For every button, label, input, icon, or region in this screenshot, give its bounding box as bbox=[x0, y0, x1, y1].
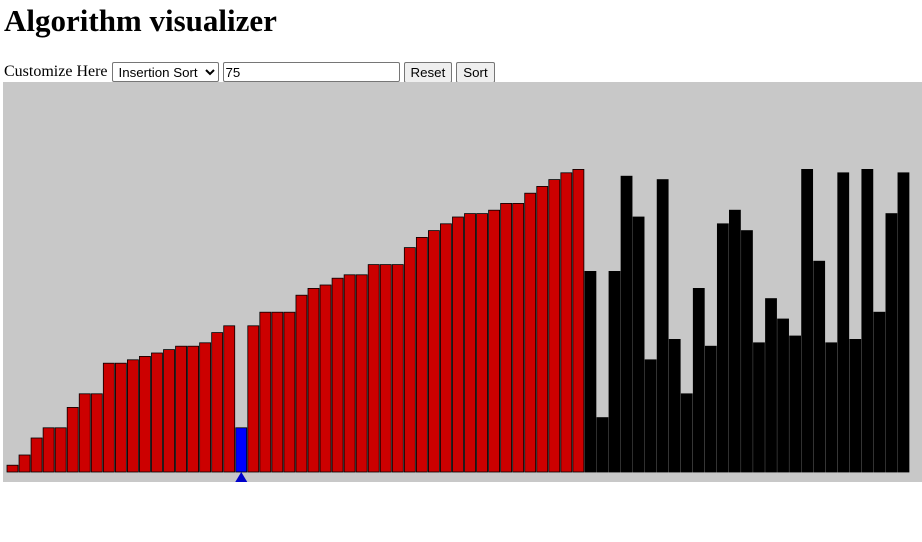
array-bar bbox=[139, 355, 151, 473]
array-bar bbox=[584, 270, 597, 473]
array-bar bbox=[512, 203, 525, 473]
reset-button[interactable]: Reset bbox=[403, 61, 453, 83]
array-bar bbox=[777, 318, 789, 473]
array-bar bbox=[680, 393, 693, 473]
array-bar bbox=[175, 345, 187, 473]
array-bar bbox=[620, 175, 633, 473]
array-bar bbox=[319, 284, 332, 473]
array-bar bbox=[343, 274, 356, 473]
array-bar bbox=[488, 209, 501, 473]
sort-button[interactable]: Sort bbox=[456, 61, 495, 83]
array-bar bbox=[247, 325, 260, 473]
array-bar bbox=[295, 294, 308, 473]
pointer-marker bbox=[235, 472, 248, 482]
array-bar bbox=[283, 311, 296, 473]
array-bar bbox=[861, 169, 874, 473]
array-bar bbox=[271, 311, 284, 473]
array-bar bbox=[127, 359, 139, 473]
array-bar bbox=[66, 406, 79, 473]
array-bar bbox=[187, 345, 200, 473]
array-bar bbox=[668, 338, 681, 473]
array-bar bbox=[355, 274, 368, 473]
array-bar bbox=[199, 342, 212, 473]
customize-label: Customize Here bbox=[4, 63, 108, 80]
array-bar bbox=[524, 192, 537, 473]
array-bar bbox=[885, 213, 898, 473]
array-bar bbox=[78, 393, 91, 473]
array-bar bbox=[596, 417, 609, 473]
array-bar bbox=[331, 277, 344, 473]
array-size-input[interactable] bbox=[222, 62, 400, 82]
array-bar bbox=[825, 342, 838, 473]
array-bar bbox=[849, 338, 862, 473]
array-bar bbox=[873, 311, 886, 473]
array-bar bbox=[608, 270, 621, 473]
array-bar bbox=[729, 209, 741, 473]
array-bar bbox=[765, 298, 777, 473]
controls-bar: Customize Here Insertion Sort Reset Sort bbox=[4, 61, 499, 83]
array-bar bbox=[476, 213, 488, 473]
array-bar bbox=[30, 437, 43, 473]
array-bar bbox=[464, 213, 476, 473]
array-bar bbox=[235, 427, 248, 473]
array-bar bbox=[741, 230, 753, 473]
array-bar bbox=[403, 247, 416, 473]
array-bar bbox=[560, 172, 573, 473]
array-bar bbox=[789, 335, 801, 473]
array-bar bbox=[42, 427, 55, 473]
array-bar bbox=[151, 352, 163, 473]
array-bar bbox=[644, 359, 657, 473]
array-bar bbox=[753, 342, 765, 473]
array-bar bbox=[427, 230, 440, 473]
array-bar bbox=[536, 186, 549, 473]
array-bar bbox=[90, 393, 103, 473]
array-bar bbox=[897, 172, 910, 473]
array-bar bbox=[632, 216, 645, 473]
array-bar bbox=[716, 223, 729, 473]
array-bar bbox=[656, 179, 669, 473]
array-bar bbox=[54, 427, 67, 473]
array-bar bbox=[801, 169, 814, 473]
array-bar bbox=[102, 362, 115, 473]
algorithm-select[interactable]: Insertion Sort bbox=[111, 62, 219, 82]
array-bar bbox=[307, 287, 320, 473]
array-bar bbox=[452, 216, 464, 473]
array-bar bbox=[415, 236, 428, 473]
array-bar bbox=[163, 349, 175, 473]
array-bar bbox=[500, 203, 513, 473]
array-bar bbox=[223, 325, 236, 473]
array-bar bbox=[813, 260, 826, 473]
array-bar bbox=[211, 332, 224, 473]
array-bar bbox=[6, 464, 19, 473]
array-bar bbox=[391, 264, 404, 473]
visualizer-canvas bbox=[3, 82, 922, 482]
array-bar bbox=[572, 169, 585, 473]
array-bar bbox=[367, 264, 380, 473]
array-bar bbox=[18, 454, 31, 473]
array-bar bbox=[114, 362, 127, 473]
array-bar bbox=[379, 264, 392, 473]
page-title: Algorithm visualizer bbox=[4, 3, 277, 38]
array-bar bbox=[548, 179, 561, 473]
array-bar bbox=[704, 345, 717, 473]
array-bar bbox=[440, 223, 452, 473]
array-bar bbox=[259, 311, 272, 473]
array-bar bbox=[837, 172, 850, 473]
array-bar bbox=[692, 287, 705, 473]
